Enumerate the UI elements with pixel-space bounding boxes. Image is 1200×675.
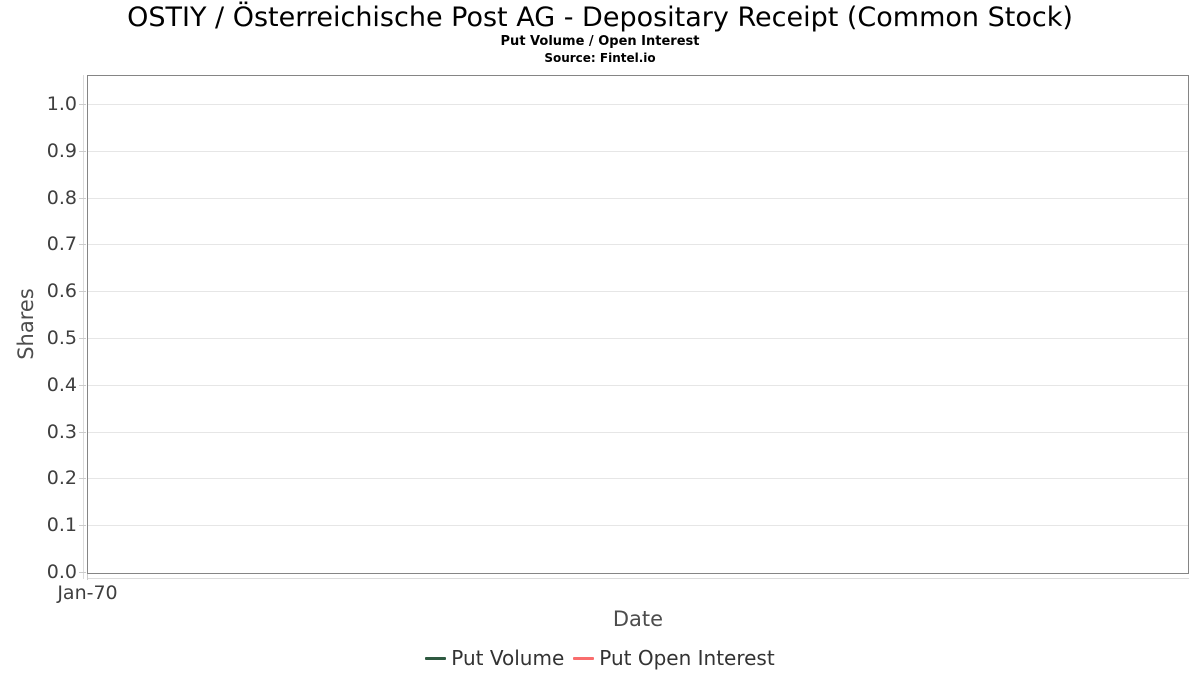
y-tick-label: 0.3 [46, 421, 77, 443]
gridline [88, 244, 1188, 245]
y-tick-mark [79, 338, 86, 339]
legend-series-label: Put Volume [451, 646, 565, 670]
y-tick-mark [79, 385, 86, 386]
gridline [88, 432, 1188, 433]
legend-item-put-volume[interactable]: Put Volume [425, 646, 564, 670]
y-tick-mark [79, 244, 86, 245]
y-tick-mark [79, 291, 86, 292]
y-tick-mark [79, 432, 86, 433]
gridline [88, 151, 1188, 152]
y-tick-label: 1.0 [46, 93, 77, 115]
plot-area [87, 75, 1189, 574]
chart-source-label: Source: Fintel.io [544, 51, 656, 65]
gridline [88, 291, 1188, 292]
y-tick-label: 0.1 [46, 514, 77, 536]
y-tick-label: 0.8 [46, 187, 77, 209]
x-tick-label: Jan-70 [57, 582, 118, 604]
x-tick-mark [87, 574, 88, 580]
y-tick-label: 0.7 [46, 233, 77, 255]
y-tick-mark [79, 525, 86, 526]
y-tick-mark [79, 478, 86, 479]
y-tick-label: 0.0 [46, 561, 77, 583]
y-tick-label: 0.4 [46, 374, 77, 396]
gridline [88, 385, 1188, 386]
y-tick-label: 0.5 [46, 327, 77, 349]
legend-series-label: Put Open Interest [599, 646, 775, 670]
gridline [88, 478, 1188, 479]
x-axis-title: Date [612, 607, 664, 631]
y-tick-mark [79, 572, 86, 573]
y-tick-label: 0.6 [46, 280, 77, 302]
gridline [88, 525, 1188, 526]
legend-series-dash-icon [425, 656, 447, 660]
y-tick-mark [79, 151, 86, 152]
y-tick-mark [79, 104, 86, 105]
y-tick-label: 0.2 [46, 467, 77, 489]
gridline [88, 198, 1188, 199]
gridline [88, 338, 1188, 339]
y-tick-label: 0.9 [46, 140, 77, 162]
x-axis-line [87, 578, 1189, 579]
legend: Put Volume Put Open Interest [0, 646, 1200, 670]
chart-subtitle: Put Volume / Open Interest [500, 34, 700, 49]
legend-series-dash-icon [573, 656, 595, 660]
y-axis-line [83, 75, 84, 579]
legend-item-put-open-interest[interactable]: Put Open Interest [573, 646, 775, 670]
gridline [88, 104, 1188, 105]
y-tick-mark [79, 198, 86, 199]
chart-title: OSTIY / Österreichische Post AG - Deposi… [127, 2, 1073, 33]
